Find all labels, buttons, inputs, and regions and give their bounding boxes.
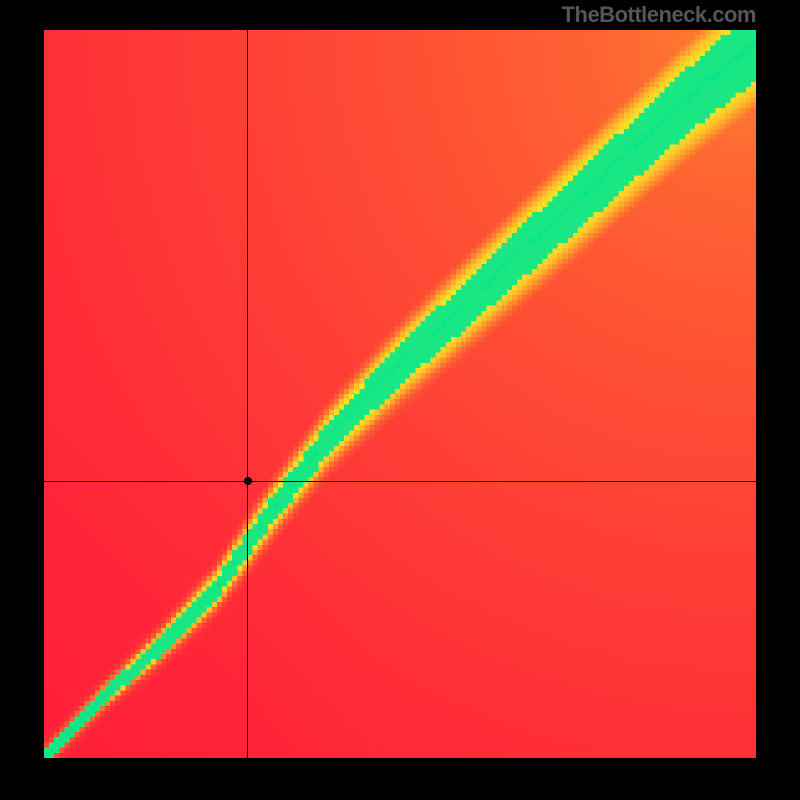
bottleneck-heatmap [44,30,756,758]
crosshair-horizontal-line [44,481,756,482]
crosshair-marker-dot [244,477,252,485]
crosshair-vertical-line [247,30,248,758]
watermark-text: TheBottleneck.com [562,2,756,28]
